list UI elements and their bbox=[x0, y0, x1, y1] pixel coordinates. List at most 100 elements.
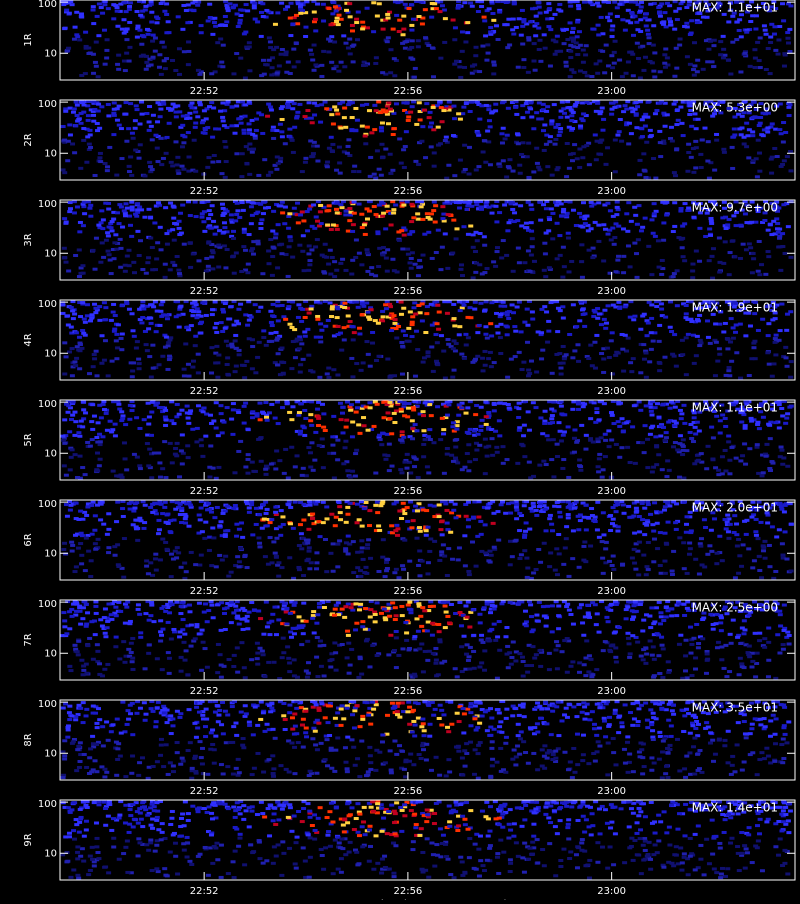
spectrogram-cell bbox=[432, 201, 437, 204]
spectrogram-cell bbox=[441, 428, 446, 431]
spectrogram-cell bbox=[178, 212, 183, 215]
spectrogram-cell bbox=[111, 303, 116, 306]
spectrogram-cell bbox=[127, 5, 132, 8]
spectrogram-cell bbox=[411, 216, 416, 219]
spectrogram-cell bbox=[483, 438, 488, 441]
spectrogram-cell bbox=[96, 34, 101, 37]
spectrogram-cell bbox=[275, 401, 280, 404]
spectrogram-cell bbox=[277, 459, 282, 462]
spectrogram-cell bbox=[406, 115, 411, 118]
spectrogram-cell bbox=[610, 522, 615, 525]
spectrogram-cell bbox=[400, 373, 405, 376]
spectrogram-cell bbox=[781, 19, 786, 22]
spectrogram-cell bbox=[542, 422, 547, 425]
spectrogram-cell bbox=[714, 133, 719, 136]
spectrogram-cell bbox=[474, 46, 479, 49]
spectrogram-cell bbox=[493, 430, 498, 433]
spectrogram-cell bbox=[119, 410, 124, 413]
spectrogram-cell bbox=[168, 442, 173, 445]
spectrogram-cell bbox=[436, 126, 441, 129]
spectrogram-cell bbox=[542, 269, 547, 272]
spectrogram-cell bbox=[77, 336, 82, 339]
spectrogram-cell bbox=[581, 201, 586, 204]
spectrogram-cell bbox=[381, 202, 386, 205]
spectrogram-cell bbox=[785, 31, 790, 34]
spectrogram-cell bbox=[712, 169, 717, 172]
spectrogram-cell bbox=[497, 211, 502, 214]
spectrogram-cell bbox=[752, 48, 757, 51]
spectrogram-cell bbox=[218, 404, 223, 407]
spectrogram-cell bbox=[663, 125, 668, 128]
spectrogram-cell bbox=[62, 442, 67, 445]
spectrogram-cell bbox=[668, 24, 673, 27]
spectrogram-cell bbox=[580, 226, 585, 229]
spectrogram-cell bbox=[624, 0, 629, 3]
spectrogram-cell bbox=[317, 444, 322, 447]
spectrogram-cell bbox=[263, 468, 268, 471]
spectrogram-cell bbox=[500, 101, 505, 104]
spectrogram-cell bbox=[484, 59, 489, 62]
spectrogram-cell bbox=[475, 355, 480, 358]
spectrogram-cell bbox=[523, 400, 528, 403]
spectrogram-cell bbox=[315, 318, 320, 321]
spectrogram-cell bbox=[481, 150, 486, 153]
spectrogram-cell bbox=[114, 474, 119, 477]
spectrogram-cell bbox=[85, 314, 90, 317]
spectrogram-cell bbox=[309, 561, 314, 564]
spectrogram-cell bbox=[461, 225, 466, 228]
spectrogram-cell bbox=[132, 271, 137, 274]
spectrogram-cell bbox=[598, 110, 603, 113]
spectrogram-cell bbox=[694, 127, 699, 130]
spectrogram-cell bbox=[247, 319, 252, 322]
spectrogram-cell bbox=[437, 515, 442, 518]
spectrogram-cell bbox=[482, 271, 487, 274]
spectrogram-cell bbox=[155, 241, 160, 244]
spectrogram-cell bbox=[546, 25, 551, 28]
spectrogram-cell bbox=[106, 114, 111, 117]
spectrogram-cell bbox=[106, 546, 111, 549]
spectrogram-cell bbox=[706, 48, 711, 51]
spectrogram-cell bbox=[247, 69, 252, 72]
spectrogram-cell bbox=[474, 203, 479, 206]
spectrogram-cell bbox=[222, 140, 227, 143]
spectrogram-cell bbox=[308, 369, 313, 372]
spectrogram-cell bbox=[677, 476, 682, 479]
spectrogram-cell bbox=[298, 338, 303, 341]
spectrogram-cell bbox=[233, 132, 238, 135]
spectrogram-cell bbox=[608, 12, 613, 15]
spectrogram-cell bbox=[194, 303, 199, 306]
spectrogram-cell bbox=[421, 410, 426, 413]
spectrogram-cell bbox=[600, 476, 605, 479]
spectrogram-cell bbox=[178, 306, 183, 309]
spectrogram-cell bbox=[115, 107, 120, 110]
spectrogram-cell bbox=[147, 355, 152, 358]
spectrogram-cell bbox=[196, 69, 201, 72]
spectrogram-cell bbox=[347, 38, 352, 41]
spectrogram-cell bbox=[256, 174, 261, 177]
spectrogram-cell bbox=[229, 418, 234, 421]
spectrogram-cell bbox=[419, 0, 424, 3]
spectrogram-cell bbox=[473, 301, 478, 304]
spectrogram-cell bbox=[130, 312, 135, 315]
spectrogram-cell bbox=[343, 126, 348, 129]
spectrogram-cell bbox=[628, 316, 633, 319]
spectrogram-cell bbox=[327, 7, 332, 10]
spectrogram-cell bbox=[516, 133, 521, 136]
spectrogram-cell bbox=[657, 369, 662, 372]
spectrogram-cell bbox=[524, 557, 529, 560]
spectrogram-cell bbox=[743, 424, 748, 427]
spectrogram-cell bbox=[345, 401, 350, 404]
spectrogram-cell bbox=[296, 316, 301, 319]
spectrogram-cell bbox=[137, 206, 142, 209]
spectrogram-cell bbox=[102, 301, 107, 304]
spectrogram-cell bbox=[72, 151, 77, 154]
spectrogram-cell bbox=[697, 260, 702, 263]
spectrogram-cell bbox=[148, 237, 153, 240]
spectrogram-cell bbox=[478, 429, 483, 432]
spectrogram-cell bbox=[679, 412, 684, 415]
spectrogram-cell bbox=[394, 102, 399, 105]
spectrogram-cell bbox=[368, 365, 373, 368]
spectrogram-cell bbox=[570, 31, 575, 34]
spectrogram-cell bbox=[367, 109, 372, 112]
